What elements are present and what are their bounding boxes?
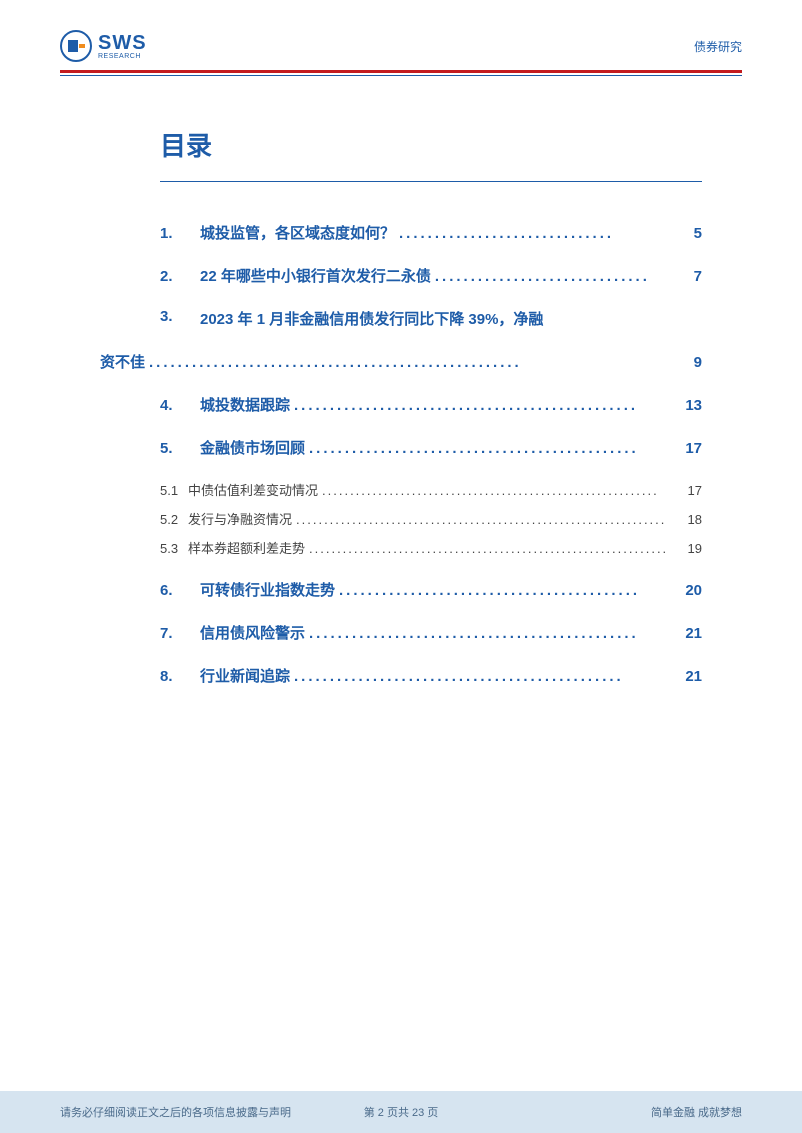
toc-entry-number: 5.	[160, 440, 200, 457]
toc-entry-text: 城投监管，各区域态度如何？	[200, 222, 395, 243]
toc-dots: ........................................…	[318, 483, 688, 498]
toc-multiline-line1: 3. 2023 年 1 月非金融信用债发行同比下降 39%，净融	[160, 308, 702, 329]
toc-entry: 8. 行业新闻追踪 ..............................…	[160, 665, 702, 686]
toc-sub-entry: 5.1 中债估值利差变动情况 .........................…	[160, 480, 702, 499]
toc-dots: ........................................…	[145, 354, 694, 371]
toc-dots: ........................................…	[290, 668, 685, 685]
toc-entry-text: 2023 年 1 月非金融信用债发行同比下降 39%，净融	[200, 308, 543, 329]
toc-entry-text: 可转债行业指数走势	[200, 579, 335, 600]
toc-entry-page: 18	[688, 512, 702, 527]
toc-entry: 6. 可转债行业指数走势 ...........................…	[160, 579, 702, 600]
toc-entry: 1. 城投监管，各区域态度如何？ .......................…	[160, 222, 702, 243]
toc-dots: ........................................…	[292, 512, 688, 527]
footer-slogan: 简单金融 成就梦想	[478, 1104, 742, 1120]
toc-dots: ........................................…	[335, 582, 685, 599]
toc-entry-number: 6.	[160, 582, 200, 599]
toc-title: 目录	[160, 126, 702, 163]
toc-entry-page: 21	[685, 668, 702, 685]
toc-entry-text: 行业新闻追踪	[200, 665, 290, 686]
toc-entry-number: 8.	[160, 668, 200, 685]
header-divider-red	[60, 70, 742, 73]
toc-entry-text-cont: 资不佳	[100, 351, 145, 372]
toc-entry-number: 4.	[160, 397, 200, 414]
logo-sub-text: RESEARCH	[98, 53, 147, 60]
toc-entry-multiline: 3. 2023 年 1 月非金融信用债发行同比下降 39%，净融 资不佳 ...…	[160, 308, 702, 372]
toc-entry-page: 7	[694, 268, 702, 285]
toc-dots: ..............................	[395, 225, 694, 242]
footer-page-number: 第 2 页共 23 页	[364, 1104, 439, 1120]
toc-dots: ........................................…	[305, 625, 685, 642]
toc-entry-page: 9	[694, 354, 702, 371]
toc-entry-number: 5.2	[160, 512, 188, 527]
toc-entry-text: 样本券超额利差走势	[188, 538, 305, 557]
toc-entry-page: 17	[688, 483, 702, 498]
toc-entry-text: 城投数据跟踪	[200, 394, 290, 415]
toc-entry-page: 17	[685, 440, 702, 457]
toc-entry-page: 19	[688, 541, 702, 556]
logo-text: SWS RESEARCH	[98, 33, 147, 60]
toc-sub-section: 5.1 中债估值利差变动情况 .........................…	[160, 480, 702, 557]
toc-dots: ........................................…	[305, 440, 685, 457]
logo-icon	[60, 30, 92, 62]
toc-entry: 4. 城投数据跟踪 ..............................…	[160, 394, 702, 415]
logo-main-text: SWS	[98, 33, 147, 53]
toc-entry-page: 20	[685, 582, 702, 599]
toc-dots: ........................................…	[305, 541, 688, 556]
toc-entry-page: 13	[685, 397, 702, 414]
toc-sub-entry: 5.3 样本券超额利差走势 ..........................…	[160, 538, 702, 557]
sws-logo: SWS RESEARCH	[60, 30, 147, 62]
toc-entry-number: 3.	[160, 308, 200, 329]
toc-entry-page: 5	[694, 225, 702, 242]
toc-entry-number: 5.3	[160, 541, 188, 556]
toc-content: 目录 1. 城投监管，各区域态度如何？ ....................…	[0, 76, 802, 686]
toc-entry-text: 信用债风险警示	[200, 622, 305, 643]
page-footer: 请务必仔细阅读正文之后的各项信息披露与声明 第 2 页共 23 页 简单金融 成…	[0, 1091, 802, 1133]
toc-entry-number: 2.	[160, 268, 200, 285]
toc-sub-entry: 5.2 发行与净融资情况 ...........................…	[160, 509, 702, 528]
toc-entry-number: 7.	[160, 625, 200, 642]
toc-entry-text: 发行与净融资情况	[188, 509, 292, 528]
page-header: SWS RESEARCH 债券研究	[0, 0, 802, 70]
toc-entry-text: 中债估值利差变动情况	[188, 480, 318, 499]
toc-entry-text: 22 年哪些中小银行首次发行二永债	[200, 265, 431, 286]
footer-disclaimer: 请务必仔细阅读正文之后的各项信息披露与声明	[60, 1104, 324, 1120]
toc-title-underline	[160, 181, 702, 182]
toc-dots: ..............................	[431, 268, 694, 285]
toc-entry-page: 21	[685, 625, 702, 642]
toc-entry: 7. 信用债风险警示 .............................…	[160, 622, 702, 643]
toc-entry-number: 1.	[160, 225, 200, 242]
toc-entry-number: 5.1	[160, 483, 188, 498]
toc-entry-text: 金融债市场回顾	[200, 437, 305, 458]
toc-multiline-line2: 资不佳 ....................................…	[100, 351, 702, 372]
toc-entry: 2. 22 年哪些中小银行首次发行二永债 ...................…	[160, 265, 702, 286]
toc-dots: ........................................…	[290, 397, 685, 414]
document-category: 债券研究	[694, 38, 742, 55]
toc-entry: 5. 金融债市场回顾 .............................…	[160, 437, 702, 458]
